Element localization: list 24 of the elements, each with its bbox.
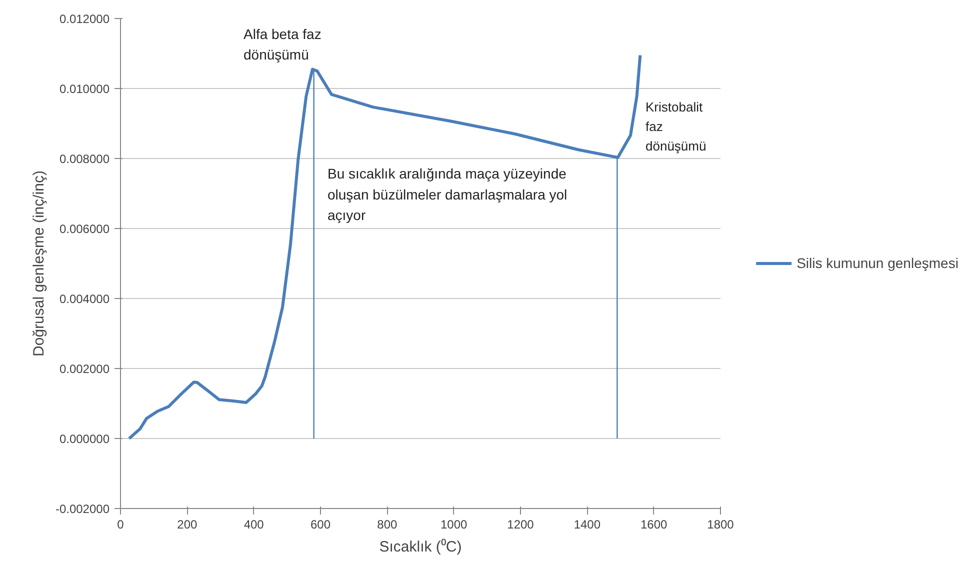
- annotation: Bu sıcaklık aralığında maça yüzeyinde oluşan büzülmeler damarlaşmalara yol açıyor: [328, 166, 568, 224]
- x-tick-label: 600: [310, 518, 331, 532]
- x-tick-label: 1000: [440, 518, 468, 532]
- y-tick-label: 0.000000: [59, 432, 110, 446]
- y-tick-label: 0.008000: [59, 152, 110, 166]
- y-axis-title: Doğrusal genleşme (inç/inç): [30, 170, 48, 356]
- y-tick-label: 0.002000: [59, 362, 110, 376]
- legend-label: Silis kumunun genleşmesi: [796, 254, 958, 272]
- x-tick-label: 200: [177, 518, 198, 532]
- x-tick-label: 800: [377, 518, 398, 532]
- x-tick-label: 1600: [640, 518, 668, 532]
- annotation: Kristobalit faz dönüşümü: [646, 99, 706, 154]
- x-tick-label: 1400: [574, 518, 601, 532]
- y-tick-label: 0.010000: [59, 82, 110, 96]
- x-tick-label: 0: [117, 518, 124, 532]
- x-tick-label: 1800: [707, 518, 734, 532]
- y-tick-label: 0.004000: [59, 292, 110, 306]
- x-tick-label: 1200: [507, 518, 534, 532]
- y-tick-label: 0.006000: [59, 222, 110, 236]
- x-axis-title: Sıcaklık (⁰C): [379, 538, 462, 556]
- y-tick-label: -0.002000: [55, 502, 110, 516]
- y-tick-label: 0.012000: [59, 12, 110, 26]
- x-tick-label: 400: [244, 518, 264, 532]
- annotation: Alfa beta faz dönüşümü: [244, 26, 322, 63]
